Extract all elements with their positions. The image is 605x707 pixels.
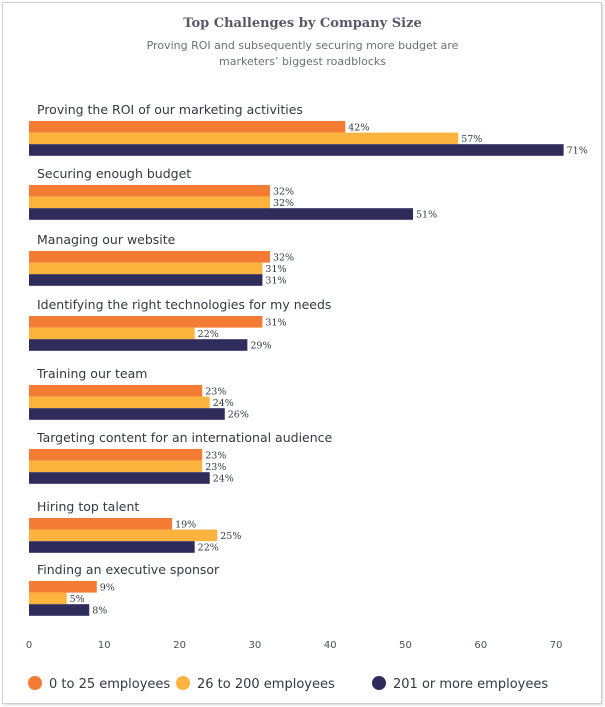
bar-proving-the-roi-of-our-marketing-activities-0-to-25-employees bbox=[29, 121, 346, 133]
legend-item-201-or-more-employees: 201 or more employees bbox=[372, 676, 548, 692]
value-label: 24% bbox=[213, 474, 234, 485]
category-label-targeting-content-for-an-international-audience: Targeting content for an international a… bbox=[36, 430, 333, 445]
bar-targeting-content-for-an-international-audience-201-or-more-employees bbox=[29, 472, 210, 484]
value-label: 31% bbox=[265, 276, 286, 287]
legend-label: 0 to 25 employees bbox=[49, 677, 171, 692]
bar-managing-our-website-201-or-more-employees bbox=[29, 274, 263, 286]
value-label: 8% bbox=[92, 606, 107, 617]
value-label: 31% bbox=[265, 264, 286, 275]
x-tick-label: 30 bbox=[249, 640, 262, 651]
value-label: 22% bbox=[198, 543, 219, 554]
bar-proving-the-roi-of-our-marketing-activities-201-or-more-employees bbox=[29, 144, 564, 156]
category-label-identifying-the-right-technologies-for-my-needs: Identifying the right technologies for m… bbox=[37, 297, 331, 312]
bar-hiring-top-talent-0-to-25-employees bbox=[29, 518, 173, 530]
value-label: 22% bbox=[198, 329, 219, 340]
legend-swatch bbox=[176, 676, 190, 690]
category-label-finding-an-executive-sponsor: Finding an executive sponsor bbox=[37, 562, 220, 577]
value-label: 19% bbox=[175, 519, 196, 530]
chart-title: Top Challenges by Company Size bbox=[183, 16, 422, 31]
value-label: 32% bbox=[273, 186, 294, 197]
bar-securing-enough-budget-26-to-200-employees bbox=[29, 196, 270, 209]
value-label: 31% bbox=[265, 317, 286, 328]
bar-managing-our-website-26-to-200-employees bbox=[29, 262, 263, 275]
legend-label: 26 to 200 employees bbox=[197, 677, 335, 692]
bar-hiring-top-talent-26-to-200-employees bbox=[29, 529, 218, 542]
legend-swatch bbox=[28, 676, 42, 690]
chart-legend: 0 to 25 employees 26 to 200 employees 201 … bbox=[28, 676, 598, 694]
bar-hiring-top-talent-201-or-more-employees bbox=[29, 541, 195, 553]
bar-training-our-team-26-to-200-employees bbox=[29, 396, 210, 409]
category-label-proving-the-roi-of-our-marketing-activities: Proving the ROI of our marketing activit… bbox=[37, 102, 303, 117]
value-label: 23% bbox=[205, 386, 226, 397]
x-tick-label: 60 bbox=[474, 640, 487, 651]
bar-identifying-the-right-technologies-for-my-needs-0-to-25-employees bbox=[29, 316, 263, 328]
value-label: 5% bbox=[70, 594, 85, 605]
x-tick-label: 40 bbox=[324, 640, 337, 651]
value-label: 24% bbox=[213, 398, 234, 409]
value-label: 32% bbox=[273, 252, 294, 263]
category-label-managing-our-website: Managing our website bbox=[37, 232, 176, 247]
chart-subtitle: Proving ROI and subsequently securing mo… bbox=[146, 39, 459, 68]
legend-label: 201 or more employees bbox=[393, 677, 549, 692]
legend-item-0-to-25-employees: 0 to 25 employees bbox=[28, 676, 170, 692]
x-tick-label: 50 bbox=[399, 640, 412, 651]
value-label: 26% bbox=[228, 410, 249, 421]
bar-securing-enough-budget-0-to-25-employees bbox=[29, 185, 270, 197]
x-tick-label: 20 bbox=[173, 640, 186, 651]
bar-finding-an-executive-sponsor-201-or-more-employees bbox=[29, 604, 90, 616]
value-label: 23% bbox=[205, 462, 226, 473]
x-tick-label: 70 bbox=[550, 640, 563, 651]
legend-item-26-to-200-employees: 26 to 200 employees bbox=[176, 676, 335, 692]
category-label-training-our-team: Training our team bbox=[36, 366, 147, 381]
bar-identifying-the-right-technologies-for-my-needs-201-or-more-employees bbox=[29, 339, 248, 351]
legend-swatch bbox=[372, 676, 386, 690]
value-label: 42% bbox=[348, 122, 369, 133]
bar-finding-an-executive-sponsor-0-to-25-employees bbox=[29, 581, 97, 593]
bar-proving-the-roi-of-our-marketing-activities-26-to-200-employees bbox=[29, 132, 459, 145]
bar-identifying-the-right-technologies-for-my-needs-26-to-200-employees bbox=[29, 327, 195, 340]
value-label: 25% bbox=[220, 531, 241, 542]
value-label: 23% bbox=[205, 450, 226, 461]
category-label-securing-enough-budget: Securing enough budget bbox=[37, 166, 191, 181]
x-tick-label: 0 bbox=[26, 640, 32, 651]
bar-finding-an-executive-sponsor-26-to-200-employees bbox=[29, 592, 67, 605]
bar-securing-enough-budget-201-or-more-employees bbox=[29, 208, 414, 220]
value-label: 9% bbox=[100, 582, 115, 593]
bar-targeting-content-for-an-international-audience-0-to-25-employees bbox=[29, 449, 203, 461]
bar-managing-our-website-0-to-25-employees bbox=[29, 251, 270, 263]
bar-training-our-team-201-or-more-employees bbox=[29, 408, 225, 420]
value-label: 71% bbox=[567, 146, 588, 157]
bar-targeting-content-for-an-international-audience-26-to-200-employees bbox=[29, 460, 203, 473]
bar-training-our-team-0-to-25-employees bbox=[29, 385, 203, 397]
value-label: 29% bbox=[250, 341, 271, 352]
category-label-hiring-top-talent: Hiring top talent bbox=[37, 499, 139, 514]
x-tick-label: 10 bbox=[98, 640, 111, 651]
value-label: 51% bbox=[416, 210, 437, 221]
value-label: 57% bbox=[461, 134, 482, 145]
value-label: 32% bbox=[273, 198, 294, 209]
